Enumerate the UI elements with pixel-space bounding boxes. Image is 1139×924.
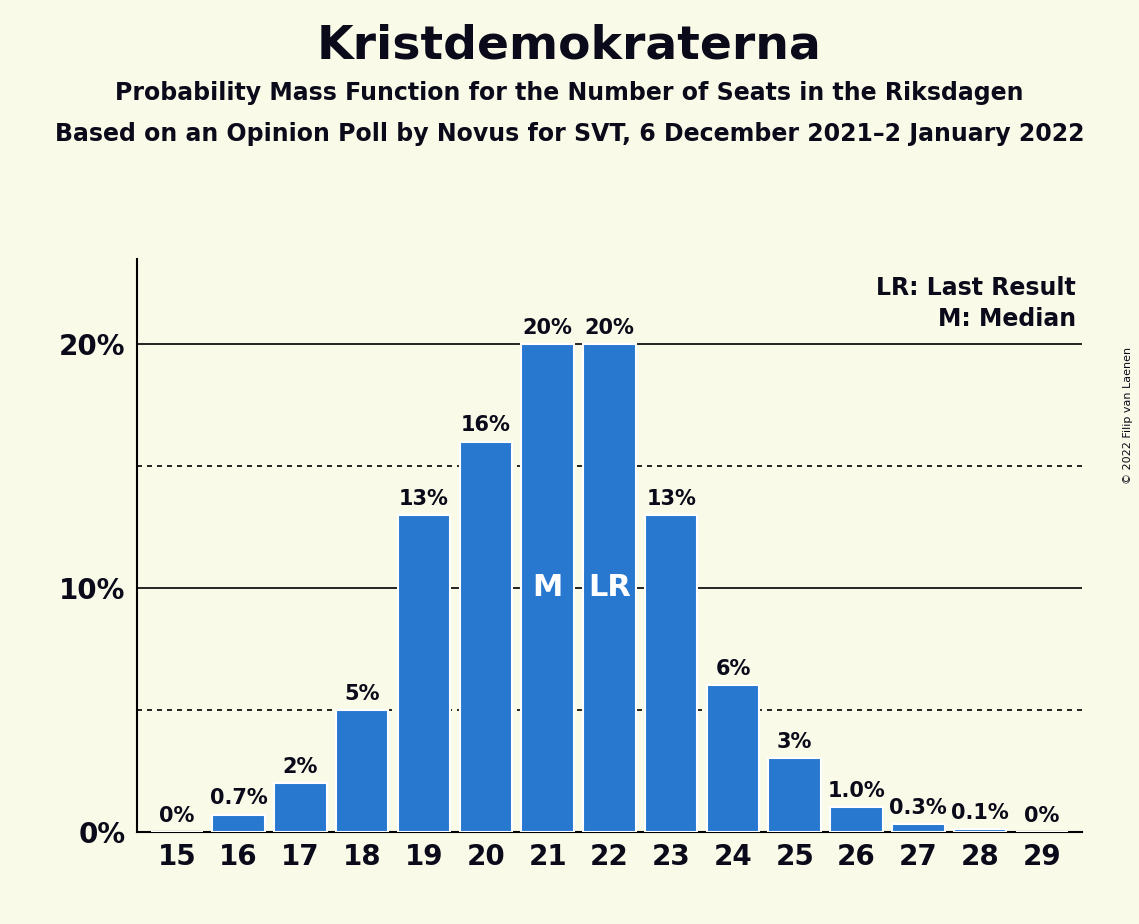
Text: LR: Last Result: LR: Last Result [876,275,1076,299]
Text: 2%: 2% [282,757,318,777]
Text: Probability Mass Function for the Number of Seats in the Riksdagen: Probability Mass Function for the Number… [115,81,1024,105]
Text: 0%: 0% [1024,806,1059,825]
Text: 6%: 6% [715,659,751,679]
Text: 0.3%: 0.3% [890,798,948,818]
Text: © 2022 Filip van Laenen: © 2022 Filip van Laenen [1123,347,1133,484]
Text: M: M [532,573,563,602]
Bar [522,344,574,832]
Text: 0%: 0% [159,806,195,825]
Text: 5%: 5% [344,684,380,703]
Bar [830,808,883,832]
Text: 1.0%: 1.0% [828,781,885,801]
Text: 20%: 20% [523,318,573,338]
Text: 20%: 20% [584,318,634,338]
Bar [274,783,327,832]
Text: 3%: 3% [777,733,812,752]
Bar [583,344,636,832]
Bar [459,442,513,832]
Text: 0.1%: 0.1% [951,803,1009,823]
Bar [706,686,760,832]
Bar [336,710,388,832]
Text: 13%: 13% [399,489,449,508]
Bar [645,515,697,832]
Text: M: Median: M: Median [937,308,1076,332]
Text: Based on an Opinion Poll by Novus for SVT, 6 December 2021–2 January 2022: Based on an Opinion Poll by Novus for SV… [55,122,1084,146]
Text: 13%: 13% [646,489,696,508]
Bar [953,829,1007,832]
Text: Kristdemokraterna: Kristdemokraterna [317,23,822,68]
Bar [892,824,944,832]
Bar [398,515,450,832]
Bar [212,815,265,832]
Bar [769,759,821,832]
Text: 0.7%: 0.7% [210,788,268,808]
Text: LR: LR [588,573,631,602]
Text: 16%: 16% [461,416,510,435]
